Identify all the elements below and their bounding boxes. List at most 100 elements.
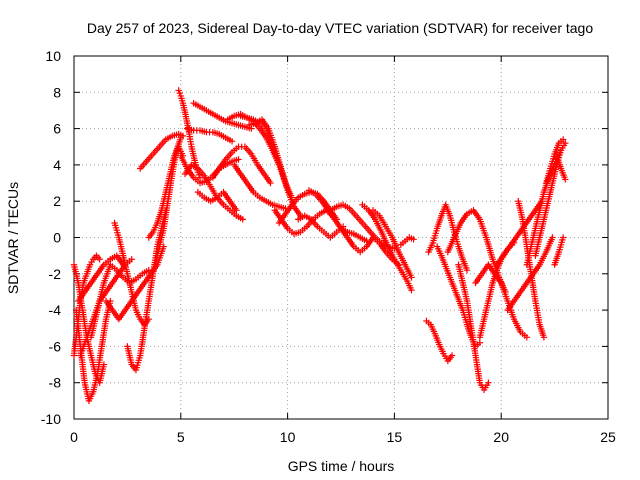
data-point-fill [447,214,457,233]
y-tick-label: 10 [45,48,61,64]
data-point-fill [76,290,87,303]
data-point-fill [456,298,466,312]
data-point-fill [443,203,453,217]
y-tick-label: -8 [49,375,62,391]
x-tick-label: 15 [387,429,403,445]
data-point-fill [472,354,483,384]
data-point-fill [498,281,510,302]
y-tick-label: -6 [49,338,62,354]
data-point-fill [477,318,487,339]
data-point-fill [95,263,106,276]
data-point-fill [398,269,410,283]
data-point-fill [141,300,152,330]
data-point-fill [405,280,414,292]
y-tick-label: -10 [41,411,61,427]
y-tick-label: 4 [53,157,61,173]
data-point [562,176,569,183]
data-point-fill [511,318,523,333]
data-point-fill [224,150,234,161]
data-point [177,134,184,141]
data-point-fill [428,323,438,335]
data-point-fill [176,145,186,157]
y-axis-label: SDTVAR / TECUs [5,182,21,294]
data-point-fill [218,132,227,140]
data-point-fill [94,345,105,375]
data-point-fill [390,236,401,254]
data-point-fill [377,241,388,254]
data-point-fill [361,203,370,212]
data-point-fill [558,167,568,181]
data-point-fill [283,203,294,216]
data-point-fill [552,250,562,266]
data-point-fill [292,229,302,237]
data-point-fill [478,381,486,391]
data-point [228,138,236,145]
data-point-fill [260,118,271,130]
data-point-fill [228,199,239,212]
data-point-fill [122,276,131,285]
data-point-fill [385,245,397,261]
data-point-fill [266,127,278,148]
data-point-fill [78,336,90,357]
y-tick-label: 6 [53,121,61,137]
data-point-fill [434,214,444,230]
data-point-fill [245,181,256,194]
data-point-fill [297,192,306,200]
data-point-fill [482,381,491,391]
data-point-fill [512,290,523,303]
data-point-fill [383,225,395,239]
data-point [559,136,567,143]
data-point-fill [84,263,93,275]
data-point-fill [98,318,109,348]
data-point-fill [483,236,496,261]
data-point-fill [386,244,396,251]
data-point-fill [485,281,496,302]
data-point-fill [501,245,512,257]
data-point-fill [364,236,375,248]
series-arc-23 [245,116,304,219]
data-point-fill [124,345,135,366]
data-point-fill [150,222,160,233]
data-point-fill [208,185,219,199]
data-point-fill [154,209,165,225]
data-point-fill [138,317,147,326]
data-point-fill [151,145,161,156]
data-point-fill [426,242,435,253]
data-point-fill [543,167,553,184]
data-point-fill [352,231,362,240]
series-arc-17 [190,99,255,132]
data-point-fill [254,117,263,126]
y-tick-label: 8 [53,84,61,100]
series-arc-34 [433,243,484,350]
data-points [70,87,569,405]
data-point-fill [231,120,240,128]
data-point-fill [104,299,115,312]
data-point-fill [190,162,199,171]
data-point-fill [94,281,107,311]
data-point-fill [468,327,479,357]
data-point-fill [447,276,457,290]
data-point-fill [243,145,253,156]
data-point-fill [554,154,564,170]
y-tick-label: -4 [49,302,62,318]
data-point-fill [537,250,549,266]
data-point-fill [180,102,188,114]
data-point-fill [258,121,268,130]
data-point-fill [307,188,317,196]
data-point-fill [430,227,440,244]
data-point-fill [367,228,377,239]
data-point-fill [252,190,261,199]
data-point [235,156,242,163]
data-point-fill [552,142,562,155]
data-point-fill [164,133,174,142]
data-point-fill [145,272,156,302]
data-point-fill [531,263,542,276]
data-point-fill [141,268,150,276]
series-arc-30 [359,201,415,294]
data-point [410,236,417,243]
series-arc-41 [504,234,556,314]
data-point-fill [451,287,461,301]
data-point-fill [262,172,273,185]
data-point-fill [86,390,96,402]
data-point-fill [537,323,547,339]
